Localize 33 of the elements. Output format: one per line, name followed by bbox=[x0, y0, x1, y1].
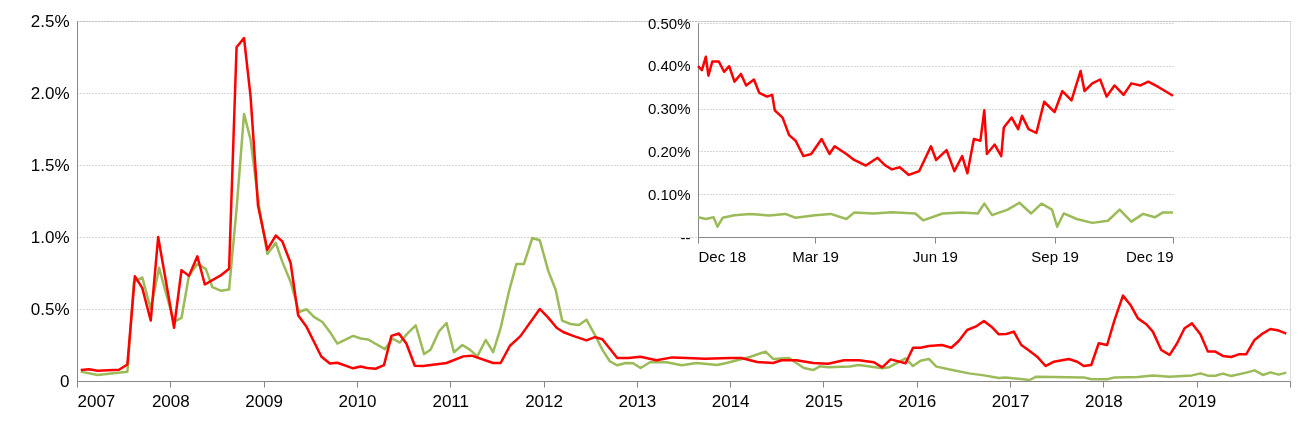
line-series bbox=[79, 36, 1288, 373]
y-tick-label: 2.0% bbox=[30, 83, 70, 103]
x-tick-label: 2007 bbox=[77, 391, 116, 411]
x-tick-label: 2019 bbox=[1178, 391, 1217, 411]
x-tick-label: 2015 bbox=[805, 391, 843, 411]
y-tick-label: 0.30% bbox=[647, 100, 691, 118]
y-tick-label: 1.5% bbox=[30, 155, 70, 175]
x-tick-label: 2016 bbox=[898, 391, 937, 411]
line-series bbox=[696, 55, 1175, 177]
x-tick-label: 2008 bbox=[151, 391, 190, 411]
x-tick-label: 2012 bbox=[525, 391, 563, 411]
y-tick-label: 1.0% bbox=[30, 227, 70, 247]
y-tick-label: 0.5% bbox=[30, 299, 70, 319]
line-series bbox=[696, 201, 1175, 228]
x-tick-label: 2009 bbox=[245, 391, 284, 411]
x-tick-label: 2017 bbox=[991, 391, 1030, 411]
y-tick-label: 0.10% bbox=[647, 185, 691, 203]
x-tick-label: Jun 19 bbox=[912, 247, 958, 265]
y-tick-label: 0.40% bbox=[647, 57, 691, 75]
x-tick-label: Dec 18 bbox=[698, 247, 747, 265]
x-tick-label: 2013 bbox=[618, 391, 657, 411]
x-tick-label: 2010 bbox=[338, 391, 377, 411]
x-tick-label: Mar 19 bbox=[792, 247, 839, 265]
x-tick-label: 2018 bbox=[1084, 391, 1123, 411]
y-tick-label: -- bbox=[680, 228, 691, 246]
y-tick-label: 0 bbox=[60, 371, 70, 391]
x-tick-label: 2011 bbox=[432, 391, 470, 411]
y-tick-label: 2.5% bbox=[30, 11, 70, 31]
y-tick-label: 0.50% bbox=[647, 14, 691, 32]
x-tick-label: Dec 19 bbox=[1125, 247, 1174, 265]
x-tick-label: Sep 19 bbox=[1031, 247, 1079, 265]
y-tick-label: 0.20% bbox=[647, 142, 691, 160]
x-tick-label: 2014 bbox=[711, 391, 750, 411]
